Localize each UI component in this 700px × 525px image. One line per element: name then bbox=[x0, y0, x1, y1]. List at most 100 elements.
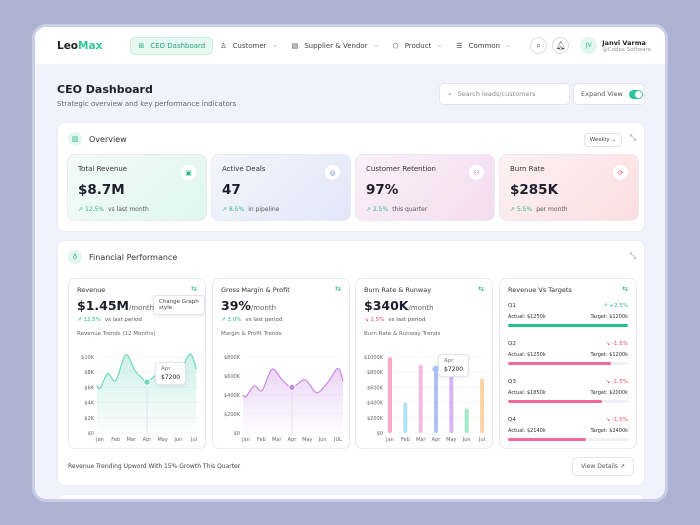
arrow-up-right-icon: ↗ bbox=[619, 463, 625, 470]
collapse-icon[interactable]: ⤡ bbox=[629, 251, 636, 260]
chart-subtitle: Burn Rate & Runway Trends bbox=[364, 331, 441, 337]
y-tick-label: $0 bbox=[377, 431, 383, 437]
revenue-vs-targets-card: Revenue Vs Targets ⇆ Q1 ↗ +2.5% Actual: $… bbox=[499, 278, 637, 449]
swap-icon[interactable]: ⇆ bbox=[478, 285, 484, 293]
user-icon: ♙ bbox=[220, 41, 227, 50]
swap-icon[interactable]: ⇆ bbox=[191, 285, 197, 293]
nav-ceo-dashboard[interactable]: ⊞ CEO Dashboard bbox=[130, 36, 214, 55]
logo[interactable]: LeoMax bbox=[57, 39, 103, 52]
grid-icon: ⊞ bbox=[138, 41, 145, 50]
expand-view-toggle[interactable]: Expand View bbox=[573, 83, 645, 105]
chart-subtitle: Revenue Trends (12 Months) bbox=[77, 331, 156, 337]
nav-common[interactable]: ☰ Common ⌄ bbox=[456, 41, 512, 50]
period-select[interactable]: Weekly ⌄ bbox=[583, 133, 622, 147]
actual-value: Actual: $1250k bbox=[508, 352, 546, 358]
chevron-down-icon: ⌄ bbox=[437, 42, 443, 49]
x-tick-label: Jun bbox=[173, 437, 182, 443]
y-tick-label: $0 bbox=[234, 431, 240, 437]
x-tick-label: May bbox=[157, 437, 167, 443]
highlight-point[interactable] bbox=[432, 365, 440, 373]
y-tick-label: $6K bbox=[84, 385, 94, 391]
next-section-card bbox=[57, 494, 645, 499]
stat-value: $8.7M bbox=[78, 182, 125, 198]
bar-jun[interactable] bbox=[464, 408, 469, 433]
highlight-point[interactable] bbox=[288, 383, 296, 392]
y-tick-label: $1000K bbox=[364, 355, 384, 361]
stat-value: 97% bbox=[366, 182, 399, 198]
quarter-row: Q1 ↗ +2.5% Actual: $1250k Target: $1200k bbox=[508, 303, 628, 327]
stat-value: 47 bbox=[222, 182, 241, 198]
actual-value: Actual: $1250k bbox=[508, 314, 546, 320]
stat-label: Active Deals bbox=[222, 165, 266, 173]
bell-icon: 🔔︎ bbox=[555, 41, 566, 50]
y-tick-label: $800K bbox=[367, 370, 384, 376]
x-tick-label: Apr bbox=[432, 437, 442, 443]
y-tick-label: $200K bbox=[367, 416, 384, 422]
refresh-icon: ⟳ bbox=[613, 165, 628, 180]
margin-value: 39% bbox=[221, 298, 251, 313]
y-tick-label: $600K bbox=[367, 385, 384, 391]
bar-apr[interactable] bbox=[434, 372, 438, 433]
chevron-down-icon: ⌄ bbox=[272, 42, 278, 49]
swap-icon[interactable]: ⇆ bbox=[335, 285, 341, 293]
quarter-change: -1.5% bbox=[612, 379, 628, 385]
avatar[interactable]: JV bbox=[580, 37, 598, 54]
y-tick-label: $10K bbox=[81, 355, 95, 361]
chart-tooltip: Apr $7200 bbox=[438, 354, 470, 377]
bar-jan[interactable] bbox=[388, 357, 392, 433]
toggle-switch[interactable] bbox=[628, 89, 643, 99]
section-title: Overview bbox=[89, 134, 127, 144]
burn-chart[interactable]: $0 $200K $400K $600K $800K $1000K Jan Feb Mar Apr… bbox=[356, 345, 494, 445]
chevron-down-icon: ⌄ bbox=[506, 42, 512, 49]
card-title: Revenue bbox=[77, 286, 106, 294]
x-tick-label: Mar bbox=[127, 437, 137, 443]
quarter-label: Q2 bbox=[508, 341, 516, 347]
search-input[interactable]: ⌕ Search leads/customers bbox=[439, 83, 570, 105]
stat-card[interactable]: Customer Retention ⚇ 97% ↗ 2.5% this quar… bbox=[355, 154, 495, 221]
notifications-button[interactable]: 🔔︎ bbox=[552, 37, 570, 54]
app-window: LeoMax ⊞ CEO Dashboard ♙ Customer ⌄ ▤ Suppli… bbox=[32, 24, 668, 502]
bar-jul[interactable] bbox=[480, 378, 484, 433]
stat-label: Burn Rate bbox=[510, 165, 545, 173]
margin-chart[interactable]: $0 $200K $400K $600K $800K Jan Feb Mar Apr May Jun… bbox=[213, 345, 351, 445]
stat-label: Total Revenue bbox=[78, 165, 128, 173]
y-tick-label: $4K bbox=[84, 401, 94, 407]
bar-feb[interactable] bbox=[403, 402, 408, 433]
view-details-button[interactable]: View Details ↗ bbox=[572, 457, 634, 476]
collapse-icon[interactable]: ⤡ bbox=[629, 133, 636, 142]
quarter-change: +2.5% bbox=[609, 303, 628, 309]
chart-icon: ▥ bbox=[68, 132, 82, 146]
x-tick-label: Mar bbox=[416, 437, 426, 443]
stat-card[interactable]: Active Deals ◎ 47 ↗ 8.5% in pipeline bbox=[211, 154, 351, 221]
quarter-change: -1.5% bbox=[612, 341, 628, 347]
y-tick-label: $600K bbox=[224, 374, 241, 380]
progress-bar bbox=[508, 400, 628, 403]
stat-card[interactable]: Total Revenue ▣ $8.7M ↗ 12.5% vs last mon… bbox=[67, 154, 207, 221]
box-icon: ⬡ bbox=[392, 41, 399, 50]
revenue-value: $1.45M bbox=[77, 298, 129, 313]
progress-bar bbox=[508, 362, 628, 365]
y-tick-label: $8K bbox=[84, 370, 94, 376]
page-title: CEO Dashboard bbox=[57, 83, 153, 96]
card-title: Gross Margin & Profit bbox=[221, 286, 290, 294]
search-button[interactable]: ⌕ bbox=[530, 37, 548, 54]
nav-customer[interactable]: ♙ Customer ⌄ bbox=[220, 41, 278, 50]
financial-performance-card: ♁ Financial Performance ⤡ Revenue ⇆ Chang… bbox=[57, 240, 645, 486]
burn-chart-card: Burn Rate & Runway ⇆ $340K/month ↘ 1.5% v… bbox=[355, 278, 493, 449]
stat-change: 8.5% bbox=[228, 206, 245, 213]
user-info[interactable]: Janvi Varma @Codex Software bbox=[602, 38, 651, 53]
highlight-point[interactable] bbox=[143, 378, 151, 386]
bar-mar[interactable] bbox=[418, 364, 423, 433]
nav-product[interactable]: ⬡ Product ⌄ bbox=[392, 41, 443, 50]
bar-may[interactable] bbox=[449, 376, 454, 433]
revenue-chart-card: Revenue ⇆ Change Graph style $1.45M/mont… bbox=[68, 278, 206, 449]
revenue-chart[interactable]: $0 $2K $4K $6K $8K $10K Jan Feb Mar Apr May Jun Jul bbox=[69, 345, 207, 445]
swap-icon[interactable]: ⇆ bbox=[622, 285, 628, 293]
x-tick-label: Jun bbox=[462, 437, 471, 443]
quarter-row: Q2 ↘ -1.5% Actual: $1250k Target: $1200k bbox=[508, 341, 628, 365]
x-tick-label: Feb bbox=[257, 437, 266, 443]
nav-supplier-vendor[interactable]: ▤ Supplier & Vendor ⌄ bbox=[291, 41, 379, 50]
progress-bar bbox=[508, 438, 628, 441]
x-tick-label: Jul bbox=[190, 437, 197, 443]
stat-card[interactable]: Burn Rate ⟳ $285K ↗ 5.5% per month bbox=[499, 154, 639, 221]
